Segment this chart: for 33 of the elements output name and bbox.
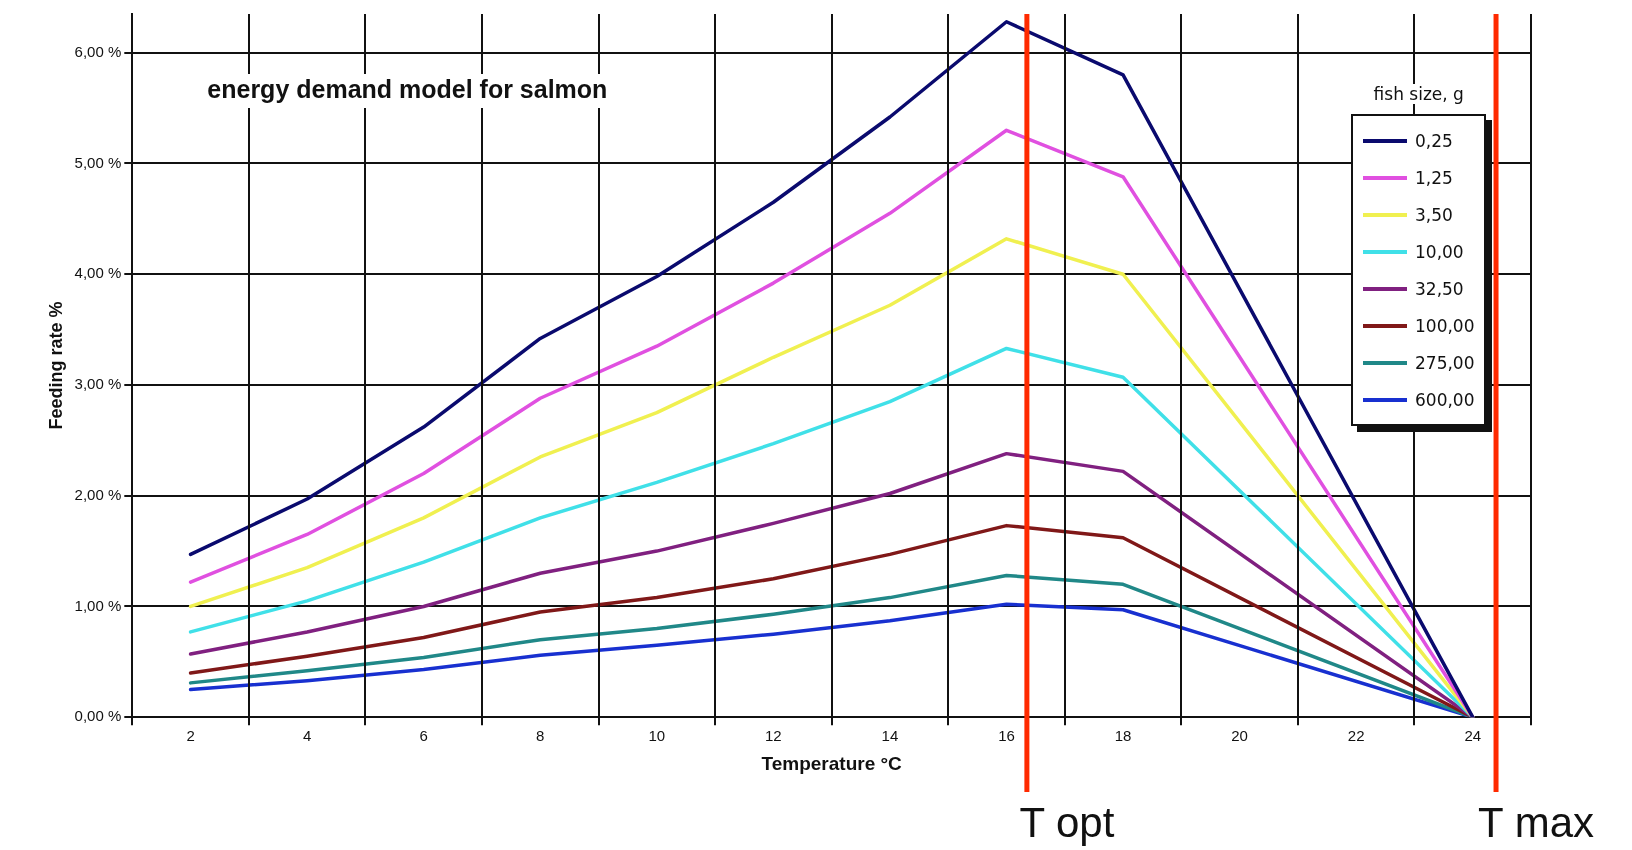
x-tick-label: 6 bbox=[419, 727, 428, 745]
x-tick-label: 14 bbox=[881, 727, 899, 745]
legend-label: 0,25 bbox=[1415, 130, 1453, 151]
x-tick-label: 22 bbox=[1347, 727, 1365, 745]
legend-label: 3,50 bbox=[1415, 204, 1453, 225]
x-tick-label: 2 bbox=[186, 727, 195, 745]
ref-line-label: T max bbox=[1478, 798, 1594, 846]
legend-label: 100,00 bbox=[1415, 315, 1475, 336]
legend-title: fish size, g bbox=[1351, 84, 1487, 104]
y-tick-label: 1,00 % bbox=[74, 596, 122, 614]
legend-label: 10,00 bbox=[1415, 241, 1464, 262]
x-tick-label: 24 bbox=[1464, 727, 1482, 745]
y-tick-label: 4,00 % bbox=[74, 264, 122, 282]
x-axis-title: Temperature °C bbox=[761, 752, 903, 774]
legend-label: 32,50 bbox=[1415, 278, 1464, 299]
legend-label: 600,00 bbox=[1415, 389, 1475, 410]
x-tick-label: 18 bbox=[1114, 727, 1132, 745]
y-tick-label: 3,00 % bbox=[74, 375, 122, 393]
text: energy demand model for salmon bbox=[207, 74, 608, 103]
y-axis-title: Feeding rate % bbox=[45, 301, 66, 430]
y-tick-label: 5,00 % bbox=[74, 153, 122, 171]
y-tick-label: 6,00 % bbox=[74, 42, 122, 60]
x-tick-label: 10 bbox=[648, 727, 666, 745]
x-tick-label: 12 bbox=[765, 727, 782, 745]
x-tick-label: 4 bbox=[302, 727, 312, 745]
ref-line-label: T opt bbox=[1019, 798, 1115, 846]
x-tick-label: 20 bbox=[1231, 727, 1248, 745]
y-tick-label: 2,00 % bbox=[74, 485, 122, 503]
legend-label: 1,25 bbox=[1415, 167, 1453, 188]
legend-label: 275,00 bbox=[1415, 352, 1475, 373]
x-tick-label: 16 bbox=[998, 727, 1015, 745]
x-tick-label: 8 bbox=[536, 727, 545, 745]
y-tick-label: 0,00 % bbox=[74, 707, 122, 725]
